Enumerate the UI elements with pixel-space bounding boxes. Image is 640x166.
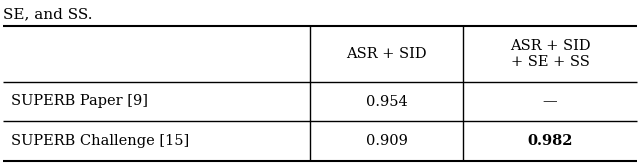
Text: —: — <box>543 94 557 109</box>
Text: ASR + SID: ASR + SID <box>346 47 427 61</box>
Text: 0.954: 0.954 <box>365 94 408 109</box>
Text: SE, and SS.: SE, and SS. <box>3 7 93 21</box>
Text: SUPERB Paper [9]: SUPERB Paper [9] <box>11 94 148 109</box>
Text: 0.909: 0.909 <box>365 134 408 148</box>
Text: SUPERB Challenge [15]: SUPERB Challenge [15] <box>11 134 189 148</box>
Text: 0.982: 0.982 <box>527 134 573 148</box>
Text: ASR + SID
+ SE + SS: ASR + SID + SE + SS <box>509 39 590 69</box>
